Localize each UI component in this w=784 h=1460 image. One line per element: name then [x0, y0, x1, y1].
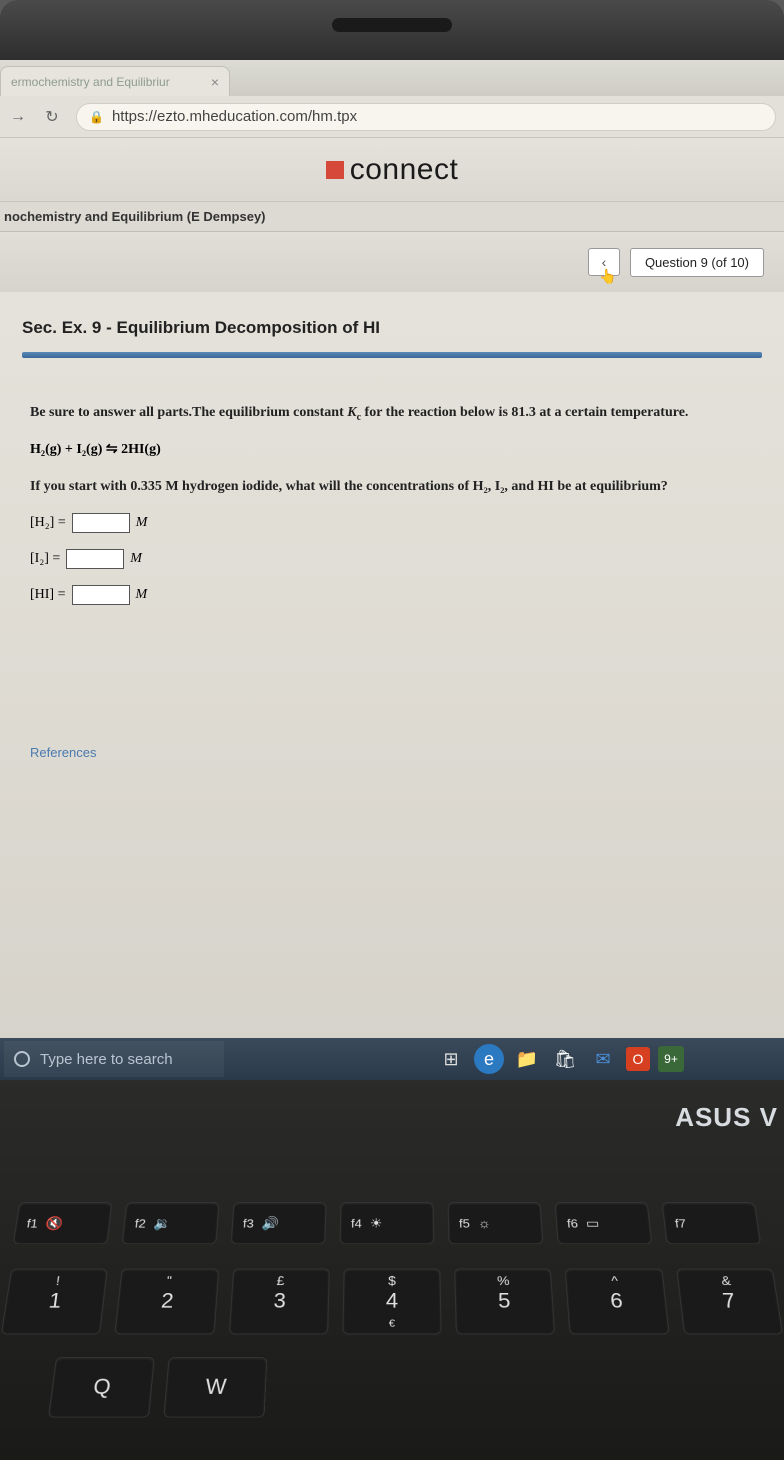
mute-icon: 🔇	[45, 1215, 65, 1231]
key-4: $4€	[342, 1268, 442, 1334]
question-indicator[interactable]: Question 9 (of 10)	[630, 248, 764, 277]
i2-input-row: [I₂] = M	[30, 549, 754, 569]
course-title: nochemistry and Equilibrium (E Dempsey)	[4, 209, 266, 224]
intro-bold: Be sure to answer all parts.	[30, 405, 192, 420]
question-body: If you start with 0.335 M hydrogen iodid…	[30, 476, 754, 497]
cursor-hand-icon: 👆	[599, 268, 616, 285]
key-5: %5	[454, 1268, 555, 1334]
kc-symbol: K	[347, 405, 356, 420]
brightup-icon: ☼	[478, 1216, 491, 1231]
taskview-icon[interactable]: ⊞	[436, 1044, 466, 1074]
browser-tab[interactable]: ermochemistry and Equilibriur ×	[0, 66, 230, 96]
f7-key: f7	[662, 1202, 762, 1244]
question-card: Be sure to answer all parts.The equilibr…	[22, 402, 762, 760]
section-divider	[22, 352, 762, 358]
hi-unit: M	[136, 587, 148, 603]
f6-key: f6▭	[555, 1202, 653, 1244]
key-3: £3	[228, 1268, 329, 1334]
edge-icon[interactable]: e	[474, 1044, 504, 1074]
i2-label: [I₂] =	[30, 551, 60, 567]
i2-input[interactable]	[66, 549, 124, 569]
cortana-icon	[14, 1051, 30, 1067]
laptop-screen: ermochemistry and Equilibriur × → ↻ 🔒 ht…	[0, 60, 784, 1080]
reaction-equation: H₂(g) + I₂(g) ⇋ 2HI(g)	[30, 441, 754, 458]
app-header: connect	[0, 138, 784, 202]
bright-icon: ☀	[370, 1215, 383, 1231]
explorer-icon[interactable]: 📁	[512, 1044, 542, 1074]
question-label: Question 9 (of 10)	[645, 255, 749, 270]
f2-key: f2🔉	[122, 1202, 220, 1244]
lock-icon: 🔒	[89, 110, 104, 124]
f5-key: f5☼	[448, 1202, 544, 1244]
course-bar: nochemistry and Equilibrium (E Dempsey)	[0, 202, 784, 232]
key-w: W	[163, 1357, 267, 1418]
laptop-brand: ASUS V	[675, 1102, 778, 1133]
question-intro: Be sure to answer all parts.The equilibr…	[30, 402, 754, 425]
browser-address-bar: → ↻ 🔒 https://ezto.mheducation.com/hm.tp…	[0, 96, 784, 138]
store-icon[interactable]: 🛍	[550, 1044, 580, 1074]
display-icon: ▭	[585, 1215, 600, 1231]
laptop-bezel-top	[0, 0, 784, 60]
hi-input-row: [HI] = M	[30, 585, 754, 605]
question-nav-bar: ‹ 👆 Question 9 (of 10)	[0, 232, 784, 292]
f1-key: f1🔇	[13, 1202, 113, 1244]
search-placeholder: Type here to search	[40, 1051, 173, 1068]
key-2: "2	[115, 1268, 219, 1334]
connect-logo: connect	[326, 153, 459, 187]
forward-icon[interactable]: →	[8, 107, 28, 127]
h2-label: [H₂] =	[30, 515, 66, 531]
intro-text2: for the reaction below is 81.3 at a cert…	[361, 405, 688, 420]
content-area: Sec. Ex. 9 - Equilibrium Decomposition o…	[0, 292, 784, 1052]
hi-label: [HI] =	[30, 587, 66, 603]
f4-key: f4☀	[340, 1202, 435, 1244]
volup-icon: 🔊	[261, 1215, 279, 1231]
tab-title: ermochemistry and Equilibriur	[11, 75, 170, 89]
url-input[interactable]: 🔒 https://ezto.mheducation.com/hm.tpx	[76, 103, 776, 131]
office-icon[interactable]: O	[626, 1047, 650, 1071]
windows-taskbar: Type here to search ⊞ e 📁 🛍 ✉ O 9+	[0, 1038, 784, 1080]
close-icon[interactable]: ×	[211, 74, 219, 90]
app-icon[interactable]: 9+	[658, 1046, 684, 1072]
taskbar-search[interactable]: Type here to search	[4, 1041, 224, 1077]
key-q: Q	[48, 1357, 155, 1418]
key-1: !1	[1, 1268, 108, 1334]
f3-key: f3🔊	[231, 1202, 327, 1244]
key-7: &7	[676, 1268, 783, 1334]
reload-icon[interactable]: ↻	[42, 107, 62, 127]
connect-logo-icon	[326, 161, 344, 179]
references-link[interactable]: References	[30, 745, 754, 760]
h2-input-row: [H₂] = M	[30, 513, 754, 533]
i2-unit: M	[130, 551, 142, 567]
intro-text: The equilibrium constant	[192, 405, 347, 420]
laptop-keyboard: f1🔇 f2🔉 f3🔊 f4☀ f5☼ f6▭ f7 !1 "2 £3 $4€ …	[0, 1190, 784, 1450]
browser-tab-bar: ermochemistry and Equilibriur ×	[0, 60, 784, 96]
connect-brand: connect	[350, 153, 459, 187]
key-6: ^6	[565, 1268, 669, 1334]
h2-unit: M	[136, 515, 148, 531]
hi-input[interactable]	[72, 585, 130, 605]
prev-question-button[interactable]: ‹ 👆	[588, 248, 620, 276]
voldown-icon: 🔉	[153, 1215, 172, 1231]
url-text: https://ezto.mheducation.com/hm.tpx	[112, 108, 357, 125]
taskbar-icons: ⊞ e 📁 🛍 ✉ O 9+	[436, 1044, 684, 1074]
h2-input[interactable]	[72, 513, 130, 533]
mail-icon[interactable]: ✉	[588, 1044, 618, 1074]
section-title: Sec. Ex. 9 - Equilibrium Decomposition o…	[22, 318, 762, 338]
